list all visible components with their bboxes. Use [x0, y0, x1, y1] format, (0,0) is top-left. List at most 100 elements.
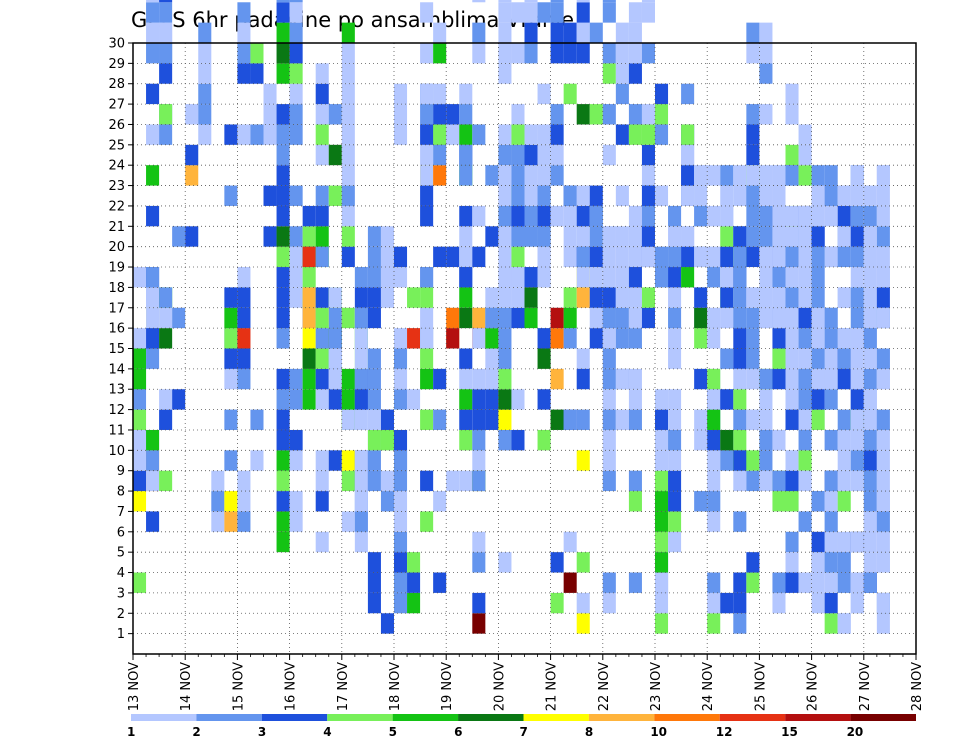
heatmap-cell	[563, 205, 577, 227]
heatmap-cell	[655, 267, 669, 288]
heatmap-cell	[211, 491, 225, 512]
heatmap-cell	[537, 429, 551, 451]
heatmap-cell	[876, 613, 890, 634]
heatmap-cell	[876, 511, 890, 532]
heatmap-cell	[498, 185, 512, 206]
heatmap-cell	[354, 307, 368, 329]
heatmap-cell	[341, 368, 355, 390]
heatmap-cell	[694, 307, 708, 329]
heatmap-cell	[668, 287, 682, 308]
heatmap-cell	[602, 226, 616, 247]
heatmap-cell	[746, 470, 760, 492]
heatmap-cell	[681, 83, 695, 105]
heatmap-cell	[641, 165, 655, 186]
heatmap-cell	[485, 328, 499, 349]
heatmap-cell	[315, 226, 329, 247]
heatmap-cell	[498, 246, 512, 268]
heatmap-cell	[837, 572, 851, 593]
heatmap-cell	[824, 511, 838, 532]
heatmap-cell	[785, 552, 799, 573]
heatmap-cell	[341, 104, 355, 125]
heatmap-cell	[289, 185, 303, 206]
heatmap-cell	[863, 226, 877, 247]
heatmap-cell	[641, 124, 655, 145]
heatmap-cell	[172, 226, 186, 247]
heatmap-cell	[824, 429, 838, 451]
heatmap-cell	[250, 450, 264, 471]
heatmap-cell	[550, 409, 564, 430]
heatmap-cell	[876, 185, 890, 206]
heatmap-cell	[576, 226, 590, 247]
heatmap-cell	[537, 124, 551, 145]
heatmap-cell	[863, 185, 877, 206]
heatmap-cell	[876, 205, 890, 227]
y-tick-label: 9	[117, 464, 125, 479]
heatmap-cell	[328, 307, 342, 329]
heatmap-cell	[407, 572, 421, 593]
y-tick-label: 20	[108, 240, 125, 255]
heatmap-cell	[354, 470, 368, 492]
heatmap-cell	[759, 389, 773, 410]
heatmap-cell	[263, 83, 277, 105]
heatmap-cell	[276, 2, 290, 23]
heatmap-cell	[772, 165, 786, 186]
heatmap-cell	[785, 531, 799, 553]
heatmap-cell	[863, 409, 877, 430]
heatmap-cell	[159, 43, 173, 64]
heatmap-cell	[146, 328, 160, 349]
heatmap-cell	[733, 450, 747, 471]
heatmap-cell	[759, 409, 773, 430]
heatmap-cell	[420, 470, 434, 492]
heatmap-cell	[785, 348, 799, 369]
heatmap-cell	[772, 592, 786, 614]
heatmap-cell	[550, 144, 564, 166]
heatmap-cell	[824, 165, 838, 186]
heatmap-cell	[641, 226, 655, 247]
heatmap-cell	[589, 104, 603, 125]
heatmap-cell	[850, 328, 864, 349]
heatmap-cell	[759, 450, 773, 471]
heatmap-cell	[589, 267, 603, 288]
heatmap-cell	[563, 22, 577, 43]
heatmap-cell	[550, 205, 564, 227]
heatmap-cell	[824, 613, 838, 634]
heatmap-cell	[746, 226, 760, 247]
heatmap-cell	[433, 83, 447, 105]
heatmap-cell	[185, 226, 199, 247]
heatmap-cell	[250, 124, 264, 145]
heatmap-cell	[550, 307, 564, 329]
heatmap-cell	[133, 267, 147, 288]
heatmap-cell	[302, 205, 316, 227]
heatmap-cell	[159, 22, 173, 43]
y-tick-label: 14	[108, 362, 125, 377]
heatmap-cell	[876, 368, 890, 390]
heatmap-cell	[498, 328, 512, 349]
heatmap-cell	[641, 307, 655, 329]
y-tick-label: 28	[108, 77, 125, 92]
heatmap-cell	[354, 267, 368, 288]
heatmap-cell	[772, 185, 786, 206]
heatmap-cell	[759, 246, 773, 268]
heatmap-cell	[485, 348, 499, 369]
heatmap-cell	[289, 511, 303, 532]
heatmap-cell	[289, 104, 303, 125]
heatmap-cell	[524, 144, 538, 166]
heatmap-cell	[276, 144, 290, 166]
heatmap-cell	[446, 307, 460, 329]
heatmap-cell	[876, 267, 890, 288]
heatmap-cell	[824, 205, 838, 227]
heatmap-cell	[315, 368, 329, 390]
heatmap-cell	[420, 2, 434, 23]
heatmap-cell	[681, 226, 695, 247]
heatmap-cell	[615, 287, 629, 308]
heatmap-cell	[524, 307, 538, 329]
heatmap-cell	[746, 104, 760, 125]
heatmap-cell	[276, 368, 290, 390]
heatmap-cell	[341, 389, 355, 410]
heatmap-cell	[824, 246, 838, 268]
heatmap-cell	[746, 552, 760, 573]
heatmap-cell	[798, 267, 812, 288]
heatmap-cell	[341, 205, 355, 227]
y-tick-label: 16	[108, 322, 125, 337]
heatmap-cell	[224, 368, 238, 390]
